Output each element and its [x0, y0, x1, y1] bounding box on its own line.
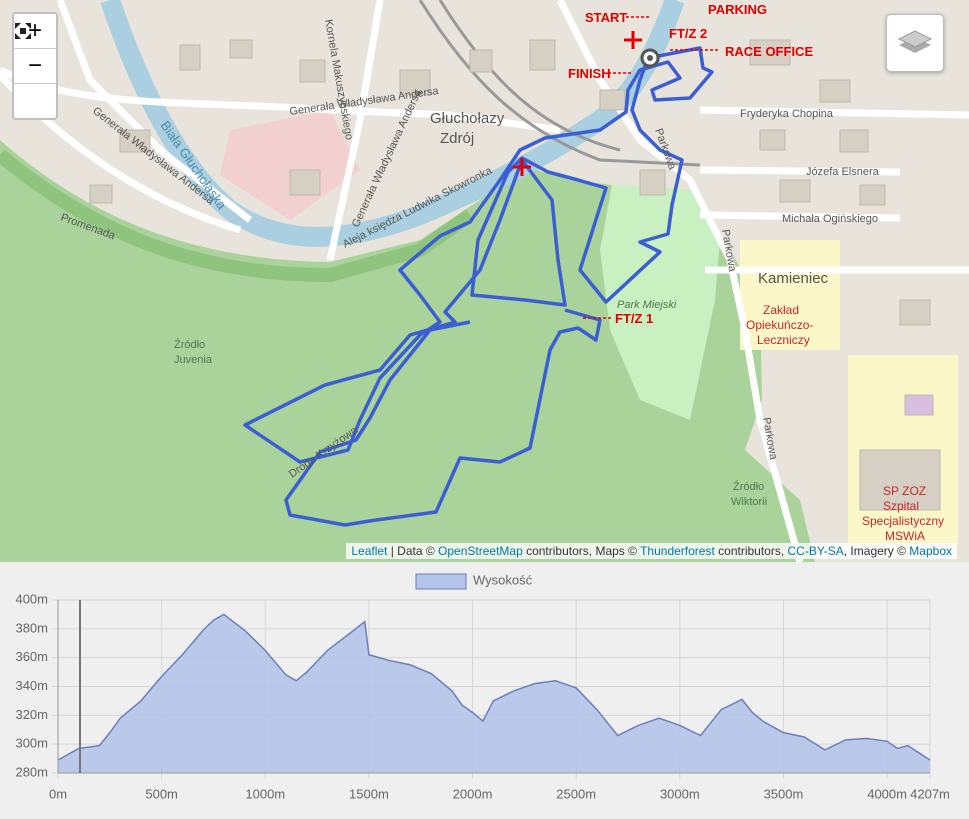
poi-label: MSWiA [885, 529, 925, 543]
attribution-link[interactable]: Thunderforest [640, 544, 715, 558]
road [56, 0, 253, 223]
poi-label: Źródło [733, 480, 764, 493]
poi-label: Szpital [883, 499, 919, 513]
road [699, 106, 969, 119]
attribution-link[interactable]: OpenStreetMap [438, 544, 523, 558]
attribution-link[interactable]: Leaflet [351, 544, 388, 558]
poi-label: Źródło [174, 338, 205, 351]
zoom-in-button[interactable]: + [14, 14, 56, 49]
y-tick-label: 340m [15, 678, 48, 693]
zoom-out-button[interactable]: − [14, 49, 56, 84]
route-label: FT/Z 2 [669, 26, 707, 41]
x-tick-label: 3500m [764, 786, 804, 801]
x-tick-label: 4207m [910, 786, 950, 801]
attribution-text: contributors, Maps © [522, 544, 641, 558]
x-tick-label: 0m [49, 786, 67, 801]
route-label: RACE OFFICE [725, 44, 813, 59]
street-label: Michała Ogińskiego [782, 213, 878, 225]
legend-swatch [415, 573, 467, 590]
street-label: Józefa Elsnera [806, 166, 880, 178]
layers-icon [897, 30, 933, 53]
map[interactable]: Głuchołazy Zdrój Kamieniec Zakład Opieku… [0, 0, 969, 562]
poi-label: Opiekuńczo- [746, 318, 813, 332]
fullscreen-icon [15, 23, 31, 39]
road [699, 211, 901, 222]
forest-edge [0, 149, 475, 283]
x-tick-label: 1000m [245, 786, 285, 801]
line [57, 613, 931, 761]
x-tick-label: 4000m [867, 786, 907, 801]
elevation-chart: 280m 300m 320m 340m 360m 380m 400m 0m 500m 1000m 1… [0, 562, 969, 819]
park [600, 185, 720, 420]
place-label: Głuchołazy [430, 110, 505, 127]
y-tick-label: 400m [15, 591, 48, 606]
route-label: FINISH [568, 66, 611, 81]
x-tick-label: 2500m [556, 786, 596, 801]
route [243, 46, 714, 527]
legend-label: Wysokość [473, 572, 533, 587]
x-tick-label: 2000m [453, 786, 493, 801]
road [326, 0, 384, 261]
street-label: Fryderyka Chopina [740, 108, 834, 120]
y-tick-label: 320m [15, 707, 48, 722]
route-label-arrows [583, 16, 720, 319]
map-canvas: Głuchołazy Zdrój Kamieniec Zakład Opieku… [0, 0, 969, 562]
roads [0, 0, 969, 562]
y-tick-label: 380m [15, 620, 48, 635]
place-label: Kamieniec [758, 270, 829, 287]
poi-label: Juvenia [174, 354, 213, 366]
poi-label: Leczniczy [757, 333, 810, 347]
hospital-area [220, 110, 360, 220]
poi-label: Specjalistyczny [862, 514, 944, 528]
chart-background [0, 562, 969, 819]
poi-label: SP ZOZ [883, 484, 926, 498]
y-tick-label: 280m [15, 764, 48, 779]
zoom-control: + − [12, 12, 58, 120]
poi-label: Park Miejski [617, 299, 677, 311]
route-label: FT/Z 1 [615, 311, 653, 326]
poi-label: Zakład [763, 303, 799, 317]
fullscreen-button[interactable] [14, 23, 56, 118]
attribution-text: , Imagery © [843, 544, 910, 558]
attribution-text: contributors, [714, 544, 788, 558]
x-tick-label: 1500m [349, 786, 389, 801]
race-office-marker-dot [647, 55, 653, 61]
y-tick-label: 360m [15, 649, 48, 664]
poi-label: Wiktorii [731, 496, 767, 508]
buildings [89, 39, 941, 511]
institution-area [740, 240, 840, 350]
x-tick-label: 500m [145, 786, 178, 801]
route-label: START [585, 10, 627, 25]
route-label: PARKING [708, 2, 767, 17]
attribution: Leaflet | Data © OpenStreetMap contribut… [346, 543, 957, 559]
layers-button[interactable] [886, 14, 944, 72]
attribution-text: | Data © [387, 544, 439, 558]
x-tick-label: 3000m [660, 786, 700, 801]
place-label: Zdrój [440, 130, 474, 147]
y-tick-label: 300m [15, 736, 48, 751]
railway [418, 0, 701, 167]
attribution-link[interactable]: Mapbox [909, 544, 952, 558]
road [699, 166, 901, 176]
area [58, 614, 930, 773]
markers [513, 31, 642, 176]
attribution-link[interactable]: CC-BY-SA [787, 544, 844, 558]
railway [438, 0, 621, 152]
